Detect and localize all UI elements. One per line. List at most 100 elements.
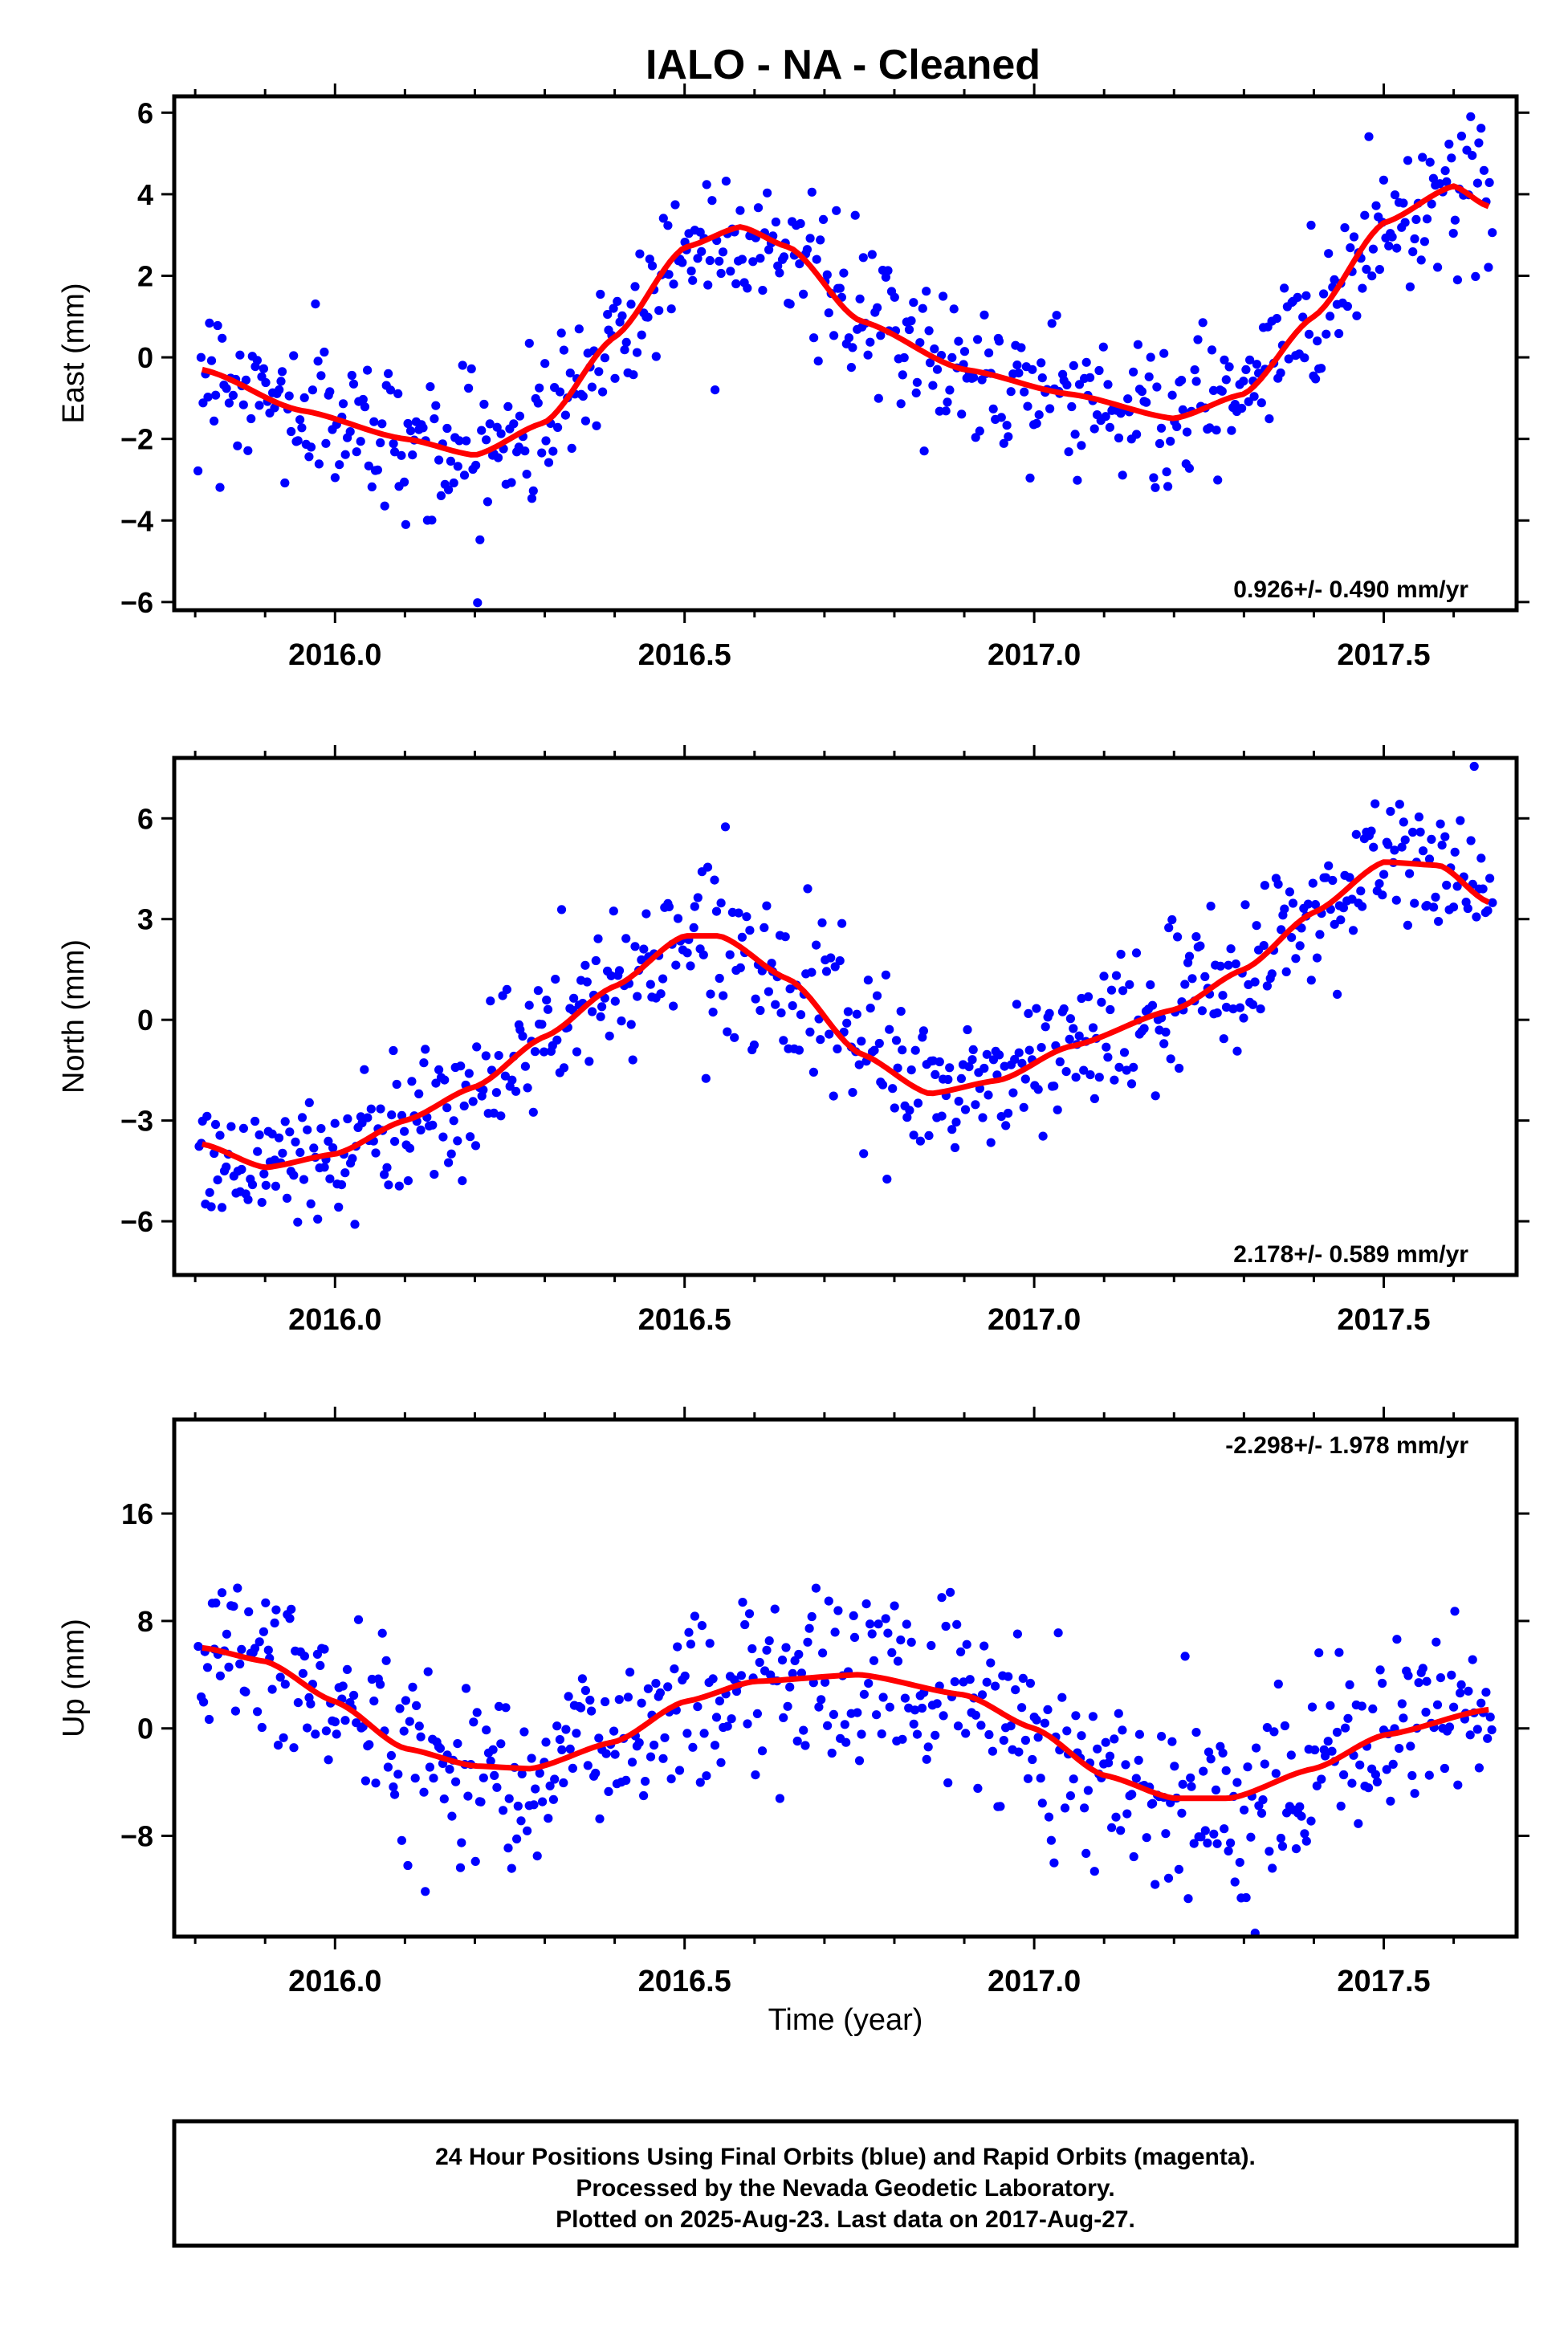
- data-point: [472, 1708, 482, 1717]
- data-point: [1324, 249, 1334, 259]
- data-point: [689, 923, 698, 932]
- data-point: [1336, 1801, 1346, 1811]
- data-point: [1352, 311, 1362, 320]
- data-point: [1010, 1054, 1020, 1065]
- data-point: [1284, 354, 1293, 364]
- data-point: [297, 423, 307, 433]
- data-point: [1297, 923, 1306, 933]
- data-point: [210, 1119, 221, 1130]
- data-point: [1020, 387, 1029, 397]
- footer-line-2: Processed by the Nevada Geodetic Laborat…: [576, 2175, 1114, 2202]
- data-point: [1295, 1802, 1305, 1811]
- data-point: [376, 438, 385, 448]
- data-point: [723, 1027, 732, 1037]
- data-point: [1310, 900, 1320, 910]
- data-point: [311, 1729, 320, 1739]
- data-point: [1268, 1864, 1277, 1873]
- data-point: [1258, 1795, 1268, 1805]
- data-point: [614, 1695, 624, 1705]
- data-point: [710, 1741, 720, 1750]
- data-point: [1224, 960, 1233, 970]
- plot-frame-north: [172, 756, 1519, 1277]
- data-point: [423, 1667, 433, 1676]
- data-point: [1017, 1703, 1027, 1713]
- data-point: [1327, 1746, 1337, 1756]
- data-point: [1405, 869, 1415, 878]
- data-point: [702, 180, 711, 189]
- data-point: [386, 1750, 396, 1761]
- data-point: [623, 1693, 633, 1702]
- data-point: [779, 1036, 788, 1045]
- data-point: [397, 1835, 406, 1845]
- data-point: [449, 1116, 458, 1126]
- data-point: [276, 377, 286, 386]
- data-point: [954, 336, 963, 346]
- data-point: [835, 956, 845, 966]
- data-point: [776, 1008, 786, 1018]
- data-point: [600, 353, 610, 363]
- data-point: [924, 1130, 934, 1140]
- data-point: [382, 1163, 392, 1172]
- data-point: [1089, 1867, 1099, 1876]
- data-point: [1069, 360, 1078, 370]
- data-point: [377, 1628, 387, 1638]
- data-point: [711, 385, 720, 395]
- data-point: [1476, 124, 1486, 133]
- data-point: [693, 1702, 703, 1712]
- data-point: [893, 1656, 903, 1666]
- data-point: [1339, 1770, 1349, 1780]
- data-point: [335, 460, 344, 470]
- data-point: [1016, 343, 1026, 352]
- data-point: [1273, 1679, 1283, 1689]
- data-point: [1197, 1006, 1207, 1016]
- data-point: [794, 1045, 804, 1055]
- data-point: [848, 343, 857, 352]
- data-point: [1080, 1803, 1089, 1813]
- data-point: [419, 1787, 429, 1797]
- data-point: [1240, 900, 1250, 910]
- data-point: [1041, 1022, 1050, 1032]
- data-point: [816, 235, 825, 245]
- data-point: [330, 1118, 340, 1128]
- data-point: [1142, 397, 1151, 407]
- data-point: [426, 382, 435, 392]
- data-point: [673, 914, 683, 923]
- data-point: [945, 385, 955, 395]
- data-point: [1052, 311, 1061, 320]
- data-point: [686, 1640, 696, 1649]
- data-point: [434, 1065, 444, 1074]
- y-tick-label: 0: [137, 341, 153, 374]
- data-point: [1281, 967, 1291, 976]
- data-point: [1280, 904, 1289, 914]
- data-point: [1164, 923, 1174, 933]
- data-point: [405, 1717, 414, 1726]
- data-point: [1129, 1851, 1138, 1862]
- data-point: [605, 1031, 614, 1041]
- data-point: [446, 1149, 456, 1159]
- data-point: [1077, 441, 1086, 450]
- data-point: [545, 1781, 555, 1790]
- data-point: [213, 320, 222, 331]
- data-point: [1414, 1678, 1423, 1688]
- panel-up: 2016.0 2016.5 2017.0 2017.5 −8 0 8 16 Up (mm) -2.…: [57, 1407, 1529, 1998]
- data-point: [890, 1601, 899, 1611]
- data-point: [421, 1887, 430, 1896]
- data-point: [1250, 977, 1260, 987]
- data-point: [330, 1717, 340, 1727]
- data-point: [235, 1659, 245, 1669]
- data-point: [1049, 1081, 1059, 1091]
- data-point: [528, 486, 538, 495]
- data-point: [796, 1010, 806, 1020]
- data-point: [291, 1137, 300, 1147]
- data-point: [760, 923, 769, 932]
- data-point: [1061, 1067, 1071, 1077]
- data-point: [1332, 1727, 1342, 1737]
- data-point: [520, 1061, 531, 1071]
- data-point: [287, 426, 296, 437]
- data-point: [785, 299, 795, 309]
- data-point: [670, 200, 680, 210]
- data-point: [695, 1778, 705, 1787]
- data-point: [859, 1149, 869, 1159]
- data-point: [1069, 1024, 1078, 1033]
- data-point: [1324, 861, 1334, 870]
